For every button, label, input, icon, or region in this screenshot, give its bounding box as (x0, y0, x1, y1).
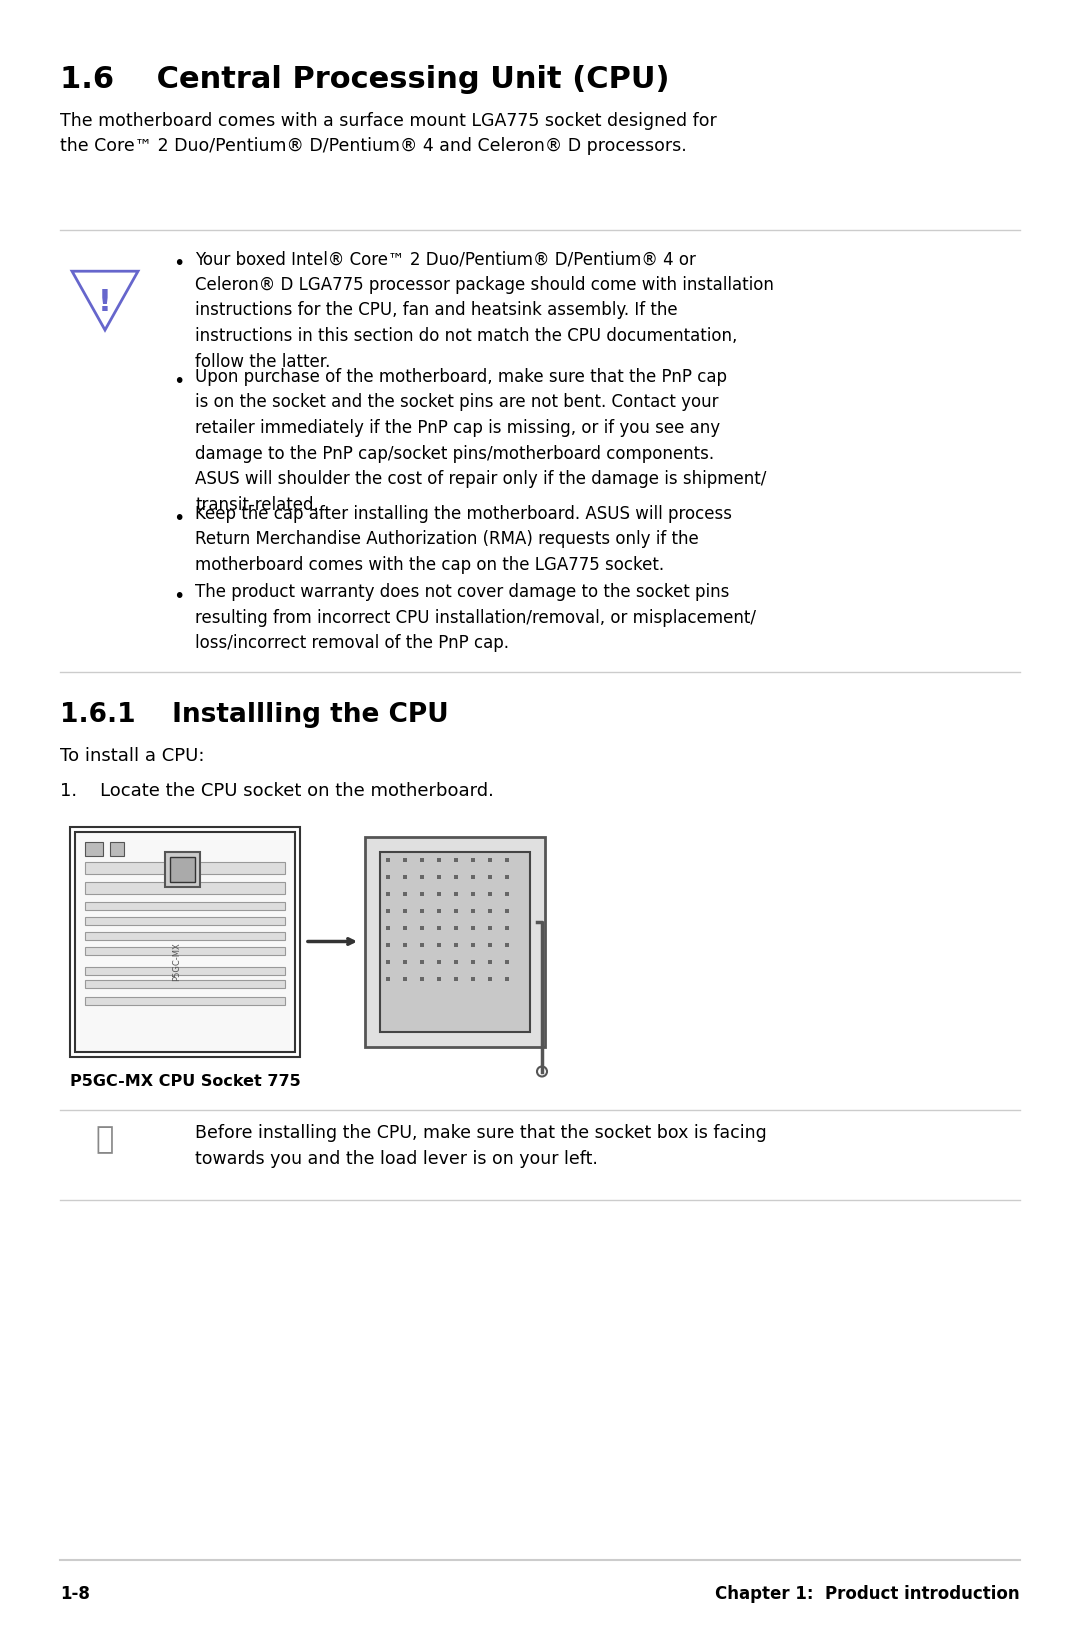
Text: •: • (173, 254, 185, 273)
Bar (85, 932, 285, 939)
Bar (85, 901, 285, 909)
Text: 1-8: 1-8 (60, 1585, 90, 1603)
Bar (85, 841, 103, 856)
Text: The motherboard comes with a surface mount LGA775 socket designed for
the Core™ : The motherboard comes with a surface mou… (60, 112, 717, 155)
Bar (85, 979, 285, 988)
Bar (85, 966, 285, 975)
Text: The product warranty does not cover damage to the socket pins
resulting from inc: The product warranty does not cover dama… (195, 582, 756, 652)
Bar (165, 851, 200, 887)
Text: •: • (173, 509, 185, 527)
Bar (85, 947, 285, 955)
Bar (85, 862, 285, 874)
Bar (170, 856, 195, 882)
Text: Your boxed Intel® Core™ 2 Duo/Pentium® D/Pentium® 4 or
Celeron® D LGA775 process: Your boxed Intel® Core™ 2 Duo/Pentium® D… (195, 251, 774, 371)
Text: !: ! (98, 288, 112, 317)
Text: •: • (173, 587, 185, 605)
Text: To install a CPU:: To install a CPU: (60, 747, 204, 765)
Text: •: • (173, 371, 185, 390)
Text: 1.6.1    Installling the CPU: 1.6.1 Installling the CPU (60, 701, 448, 727)
Text: P5GC-MX CPU Socket 775: P5GC-MX CPU Socket 775 (70, 1074, 300, 1090)
Bar (85, 916, 285, 924)
Bar (380, 851, 530, 1032)
Text: Before installing the CPU, make sure that the socket box is facing
towards you a: Before installing the CPU, make sure tha… (195, 1124, 767, 1168)
Bar (75, 831, 295, 1051)
Text: 🔧: 🔧 (96, 1124, 114, 1154)
Bar (110, 841, 124, 856)
Text: Chapter 1:  Product introduction: Chapter 1: Product introduction (715, 1585, 1020, 1603)
Text: P5GC-MX: P5GC-MX (173, 942, 181, 981)
Text: 1.6    Central Processing Unit (CPU): 1.6 Central Processing Unit (CPU) (60, 65, 670, 94)
Bar (85, 882, 285, 893)
Bar (85, 996, 285, 1004)
Text: Keep the cap after installing the motherboard. ASUS will process
Return Merchand: Keep the cap after installing the mother… (195, 504, 732, 574)
Text: Upon purchase of the motherboard, make sure that the PnP cap
is on the socket an: Upon purchase of the motherboard, make s… (195, 368, 767, 514)
FancyBboxPatch shape (365, 836, 545, 1046)
Text: 1.    Locate the CPU socket on the motherboard.: 1. Locate the CPU socket on the motherbo… (60, 781, 494, 799)
